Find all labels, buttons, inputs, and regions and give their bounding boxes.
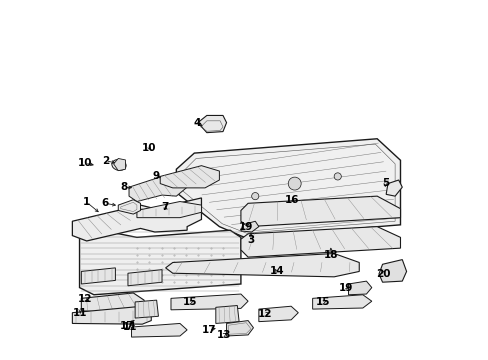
Polygon shape xyxy=(226,320,253,336)
Polygon shape xyxy=(135,300,158,318)
Circle shape xyxy=(287,177,301,190)
Polygon shape xyxy=(241,221,258,232)
Polygon shape xyxy=(113,158,125,171)
Polygon shape xyxy=(80,223,241,295)
Text: 13: 13 xyxy=(216,330,230,340)
Text: 17: 17 xyxy=(120,321,134,331)
Text: 11: 11 xyxy=(123,322,138,332)
Polygon shape xyxy=(378,260,406,282)
Polygon shape xyxy=(241,196,400,226)
Text: 15: 15 xyxy=(183,297,197,307)
Text: 12: 12 xyxy=(258,309,272,319)
Ellipse shape xyxy=(112,159,126,170)
Text: 15: 15 xyxy=(316,297,330,307)
Text: 9: 9 xyxy=(152,171,159,181)
Polygon shape xyxy=(118,200,140,214)
Polygon shape xyxy=(129,176,187,202)
Text: 19: 19 xyxy=(339,283,353,293)
Polygon shape xyxy=(176,139,400,237)
Polygon shape xyxy=(72,198,201,241)
Polygon shape xyxy=(258,306,298,321)
Polygon shape xyxy=(81,293,144,314)
Text: 16: 16 xyxy=(284,195,299,205)
Polygon shape xyxy=(128,270,162,286)
Text: 6: 6 xyxy=(102,198,109,208)
Text: 3: 3 xyxy=(247,235,254,245)
Circle shape xyxy=(333,173,341,180)
Polygon shape xyxy=(171,294,247,310)
Text: 1: 1 xyxy=(83,197,90,207)
Polygon shape xyxy=(165,253,359,277)
Polygon shape xyxy=(348,281,371,295)
Polygon shape xyxy=(160,166,219,188)
Text: 8: 8 xyxy=(121,182,128,192)
Polygon shape xyxy=(312,295,371,309)
Text: 20: 20 xyxy=(376,269,390,279)
Polygon shape xyxy=(72,306,151,324)
Text: 11: 11 xyxy=(73,308,87,318)
Text: 4: 4 xyxy=(193,118,201,128)
Text: 7: 7 xyxy=(161,202,168,212)
Text: 12: 12 xyxy=(78,294,92,304)
Text: 10: 10 xyxy=(142,143,156,153)
Text: 18: 18 xyxy=(324,249,338,260)
Circle shape xyxy=(251,193,258,200)
Polygon shape xyxy=(386,180,402,196)
Text: 2: 2 xyxy=(102,156,109,166)
Polygon shape xyxy=(137,202,201,218)
Text: 19: 19 xyxy=(239,222,253,231)
Polygon shape xyxy=(81,268,115,284)
Text: 14: 14 xyxy=(269,266,284,276)
Polygon shape xyxy=(241,226,400,257)
Polygon shape xyxy=(131,323,187,337)
Text: 10: 10 xyxy=(78,158,92,168)
Text: 5: 5 xyxy=(381,177,388,188)
Polygon shape xyxy=(198,116,226,133)
Text: 17: 17 xyxy=(201,325,216,335)
Polygon shape xyxy=(215,306,239,323)
